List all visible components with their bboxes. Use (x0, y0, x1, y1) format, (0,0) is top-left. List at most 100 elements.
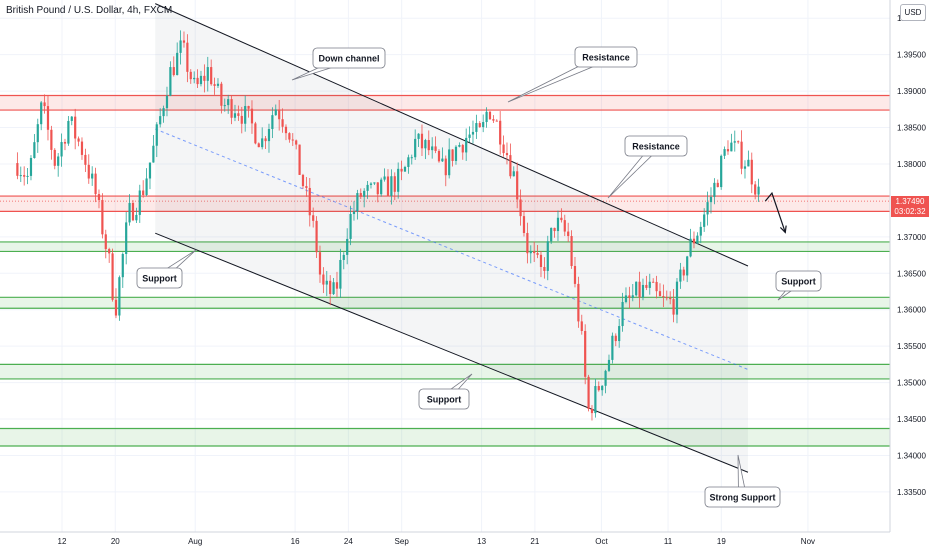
candle-body (169, 67, 172, 96)
price-tick-label: 1.34000 (897, 451, 926, 460)
candle-body (369, 183, 373, 185)
candle-body (536, 253, 539, 255)
candle-body (730, 142, 733, 152)
chart-annotations: Down channel Resistance Resistance Support S… (136, 46, 822, 508)
candle-body (618, 326, 621, 342)
candle-body (322, 274, 325, 285)
candle-body (478, 123, 481, 128)
candle-body (512, 171, 515, 177)
candle-body (709, 196, 713, 203)
callout-label: Resistance (582, 53, 630, 63)
candle-body (346, 238, 349, 255)
candle-body (519, 199, 522, 217)
candle-body (550, 227, 553, 242)
candle-body (363, 190, 366, 197)
time-axis[interactable]: 12 20 Aug 16 24 Sep 13 21 Oct 11 19 Nov (58, 537, 815, 546)
candle-body (111, 253, 114, 300)
candle-body (329, 280, 332, 295)
candle-body (352, 211, 356, 215)
candle-body (182, 40, 186, 43)
candle-body (424, 140, 427, 149)
candle-body (696, 235, 699, 244)
time-tick-label: Aug (188, 537, 202, 546)
price-tick-label: 1.33500 (897, 488, 926, 497)
candle-body (689, 238, 692, 257)
candle-body (359, 193, 362, 197)
candle-body (220, 83, 223, 106)
candle-body (101, 200, 104, 235)
candle-body (210, 67, 213, 85)
candle-body (159, 116, 162, 125)
candle-body (737, 141, 740, 143)
currency-button[interactable]: USD (900, 4, 926, 21)
candle-body (165, 95, 169, 109)
candle-body (594, 386, 597, 414)
channel-fill (155, 3, 748, 473)
candle-body (713, 182, 716, 197)
candle-body (400, 168, 403, 172)
candle-body (427, 140, 430, 151)
candle-body (240, 115, 243, 124)
time-tick-label: Nov (801, 537, 815, 546)
candle-body (675, 281, 679, 315)
candle-body (431, 146, 434, 151)
candle-body (60, 142, 63, 157)
candle-body (747, 159, 750, 167)
candle-body (611, 335, 614, 360)
candle-body (227, 99, 230, 106)
bar-countdown: 03:02:32 (891, 207, 929, 217)
candle-body (29, 157, 33, 176)
candle-body (33, 142, 36, 158)
price-axis[interactable]: 1.400001.395001.390001.385001.380001.370… (897, 14, 926, 497)
candle-body (223, 105, 226, 107)
price-tick-label: 1.35000 (897, 379, 926, 388)
candle-body (482, 122, 485, 128)
time-tick-label: 21 (530, 537, 539, 546)
candle-body (526, 232, 529, 254)
candle-body (135, 214, 138, 221)
time-tick-label: Sep (395, 537, 410, 546)
candle-body (118, 277, 121, 316)
callout-box (704, 486, 781, 508)
callout-label: Support (781, 277, 816, 287)
candle-body (655, 281, 658, 292)
callout-box (418, 388, 470, 410)
candle-body (91, 173, 94, 179)
candle-body (213, 84, 216, 86)
candle-body (454, 146, 458, 161)
candle-body (516, 171, 519, 200)
candle-body (152, 145, 155, 163)
forecast-arrow (764, 191, 787, 234)
candle-body (342, 254, 345, 260)
candle-body (43, 102, 46, 107)
candle-body (743, 166, 747, 169)
candle-body (624, 295, 628, 303)
candle-body (335, 282, 339, 289)
candle-body (121, 254, 124, 278)
candle-body (87, 164, 90, 179)
candle-body (662, 295, 665, 298)
candle-body (230, 99, 233, 118)
candle-body (390, 176, 393, 196)
candle-body (77, 138, 80, 142)
callout-label: Down channel (318, 54, 379, 64)
candle-body (587, 376, 590, 409)
candle-body (128, 202, 131, 223)
candle-body (597, 386, 600, 391)
price-tick-label: 1.35500 (897, 342, 926, 351)
candle-body (645, 284, 648, 288)
candle-body (723, 149, 726, 156)
candle-body (580, 321, 583, 331)
candle-body (543, 266, 546, 271)
candle-body (414, 138, 417, 158)
candle-body (264, 138, 267, 142)
candle-body (40, 102, 43, 125)
candle-body (614, 335, 617, 342)
candlesticks (16, 30, 760, 421)
candle-body (250, 108, 254, 124)
candle-body (46, 106, 50, 130)
candle-body (67, 120, 70, 144)
candle-body (465, 137, 468, 153)
candle-body (726, 149, 730, 152)
